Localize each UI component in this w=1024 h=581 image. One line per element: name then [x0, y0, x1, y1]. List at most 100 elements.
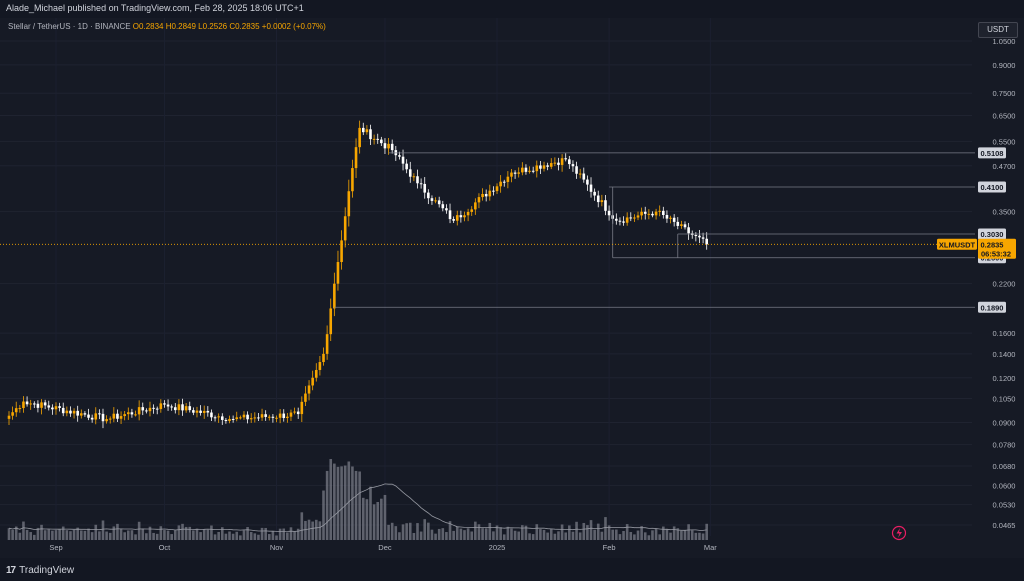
candle-body	[358, 127, 361, 148]
candle-body	[220, 416, 224, 420]
candle-body	[199, 410, 202, 413]
symbol-tag-box	[937, 238, 977, 250]
candle-body	[325, 334, 329, 354]
volume-bar	[394, 526, 398, 540]
candle-body	[130, 412, 134, 415]
volume-bar	[705, 523, 708, 540]
volume-bar	[145, 533, 148, 540]
candle-body	[145, 410, 148, 412]
candle-body	[524, 167, 528, 172]
volume-bar	[300, 512, 304, 540]
candle-body	[314, 369, 318, 378]
volume-bar	[170, 534, 173, 540]
candle-body	[36, 403, 40, 408]
candle-body	[452, 219, 455, 221]
level-label-box	[978, 301, 1006, 313]
candle-body	[286, 416, 289, 419]
volume-bar	[528, 533, 531, 540]
candle-body	[517, 172, 521, 174]
candle-body	[289, 412, 293, 417]
candle-body	[546, 165, 549, 167]
candle-body	[694, 234, 698, 236]
y-tick-label: 0.6500	[993, 111, 1016, 120]
candle-body	[705, 238, 708, 245]
volume-bar	[499, 527, 502, 540]
y-tick-label: 0.1050	[993, 395, 1016, 404]
volume-bar	[228, 531, 231, 540]
volume-bar	[383, 494, 387, 540]
candle-body	[430, 198, 434, 201]
candle-body	[412, 176, 416, 178]
candle-body	[535, 165, 539, 172]
candle-body	[267, 416, 271, 418]
x-tick-label: Nov	[270, 543, 284, 552]
candle-body	[365, 129, 369, 133]
volume-bar	[329, 459, 333, 540]
volume-bar	[549, 528, 553, 540]
candle-body	[560, 158, 564, 165]
volume-bar	[40, 524, 43, 540]
volume-bar	[25, 529, 29, 540]
candle-body	[669, 217, 672, 219]
volume-bar	[582, 522, 586, 540]
volume-bar	[683, 530, 687, 540]
volume-bar	[419, 531, 423, 540]
volume-bar	[253, 533, 257, 540]
volume-bar	[553, 533, 557, 540]
volume-bar	[87, 528, 90, 540]
candle-body	[607, 210, 611, 216]
candle-body	[578, 173, 582, 175]
candle-body	[665, 215, 669, 219]
volume-bar	[192, 530, 195, 540]
candle-body	[94, 413, 98, 420]
candle-body	[72, 410, 76, 414]
candle-body	[235, 417, 239, 420]
level-label: 0.1890	[981, 303, 1004, 312]
volume-bar	[105, 531, 108, 540]
y-tick-label: 0.0900	[993, 418, 1016, 427]
candle-body	[600, 200, 604, 203]
volume-bar	[235, 531, 239, 540]
candle-body	[126, 412, 130, 415]
volume-bar	[387, 524, 390, 540]
alert-icon-bolt	[896, 528, 902, 538]
volume-bar	[195, 528, 199, 540]
y-tick-label: 0.2200	[993, 280, 1016, 289]
currency-button[interactable]: USDT	[978, 22, 1018, 38]
chart-panel[interactable]	[0, 18, 1024, 558]
candle-body	[629, 217, 633, 219]
volume-bar	[80, 530, 83, 540]
candle-body	[398, 155, 401, 157]
last-price-value: 0.2835	[981, 240, 1004, 249]
candle-body	[311, 377, 314, 386]
candle-body	[542, 165, 546, 169]
level-label-box	[978, 228, 1006, 240]
candle-body	[568, 159, 571, 165]
candle-body	[239, 417, 242, 419]
candle-body	[499, 181, 502, 187]
volume-bar	[615, 529, 618, 540]
volume-bar	[405, 523, 408, 540]
volume-bar	[18, 532, 22, 540]
volume-bar	[275, 535, 278, 540]
candle-body	[586, 179, 589, 185]
y-tick-label: 0.1600	[993, 329, 1016, 338]
candle-body	[564, 158, 568, 160]
level-label: 0.3030	[981, 230, 1004, 239]
candle-body	[455, 215, 459, 221]
candle-body	[296, 411, 300, 415]
alert-icon[interactable]	[891, 525, 907, 541]
volume-bar	[622, 531, 625, 540]
volume-bar	[542, 529, 546, 540]
candle-body	[101, 413, 105, 422]
tradingview-logo[interactable]: 17 TradingView	[6, 565, 74, 576]
volume-bar	[220, 527, 224, 540]
tradingview-brand: TradingView	[19, 565, 75, 576]
candle-body	[553, 162, 557, 164]
volume-bar	[676, 528, 680, 540]
candle-body	[65, 410, 69, 414]
x-tick-label: Oct	[159, 543, 172, 552]
candle-body	[701, 237, 705, 239]
volume-bar	[477, 524, 481, 540]
